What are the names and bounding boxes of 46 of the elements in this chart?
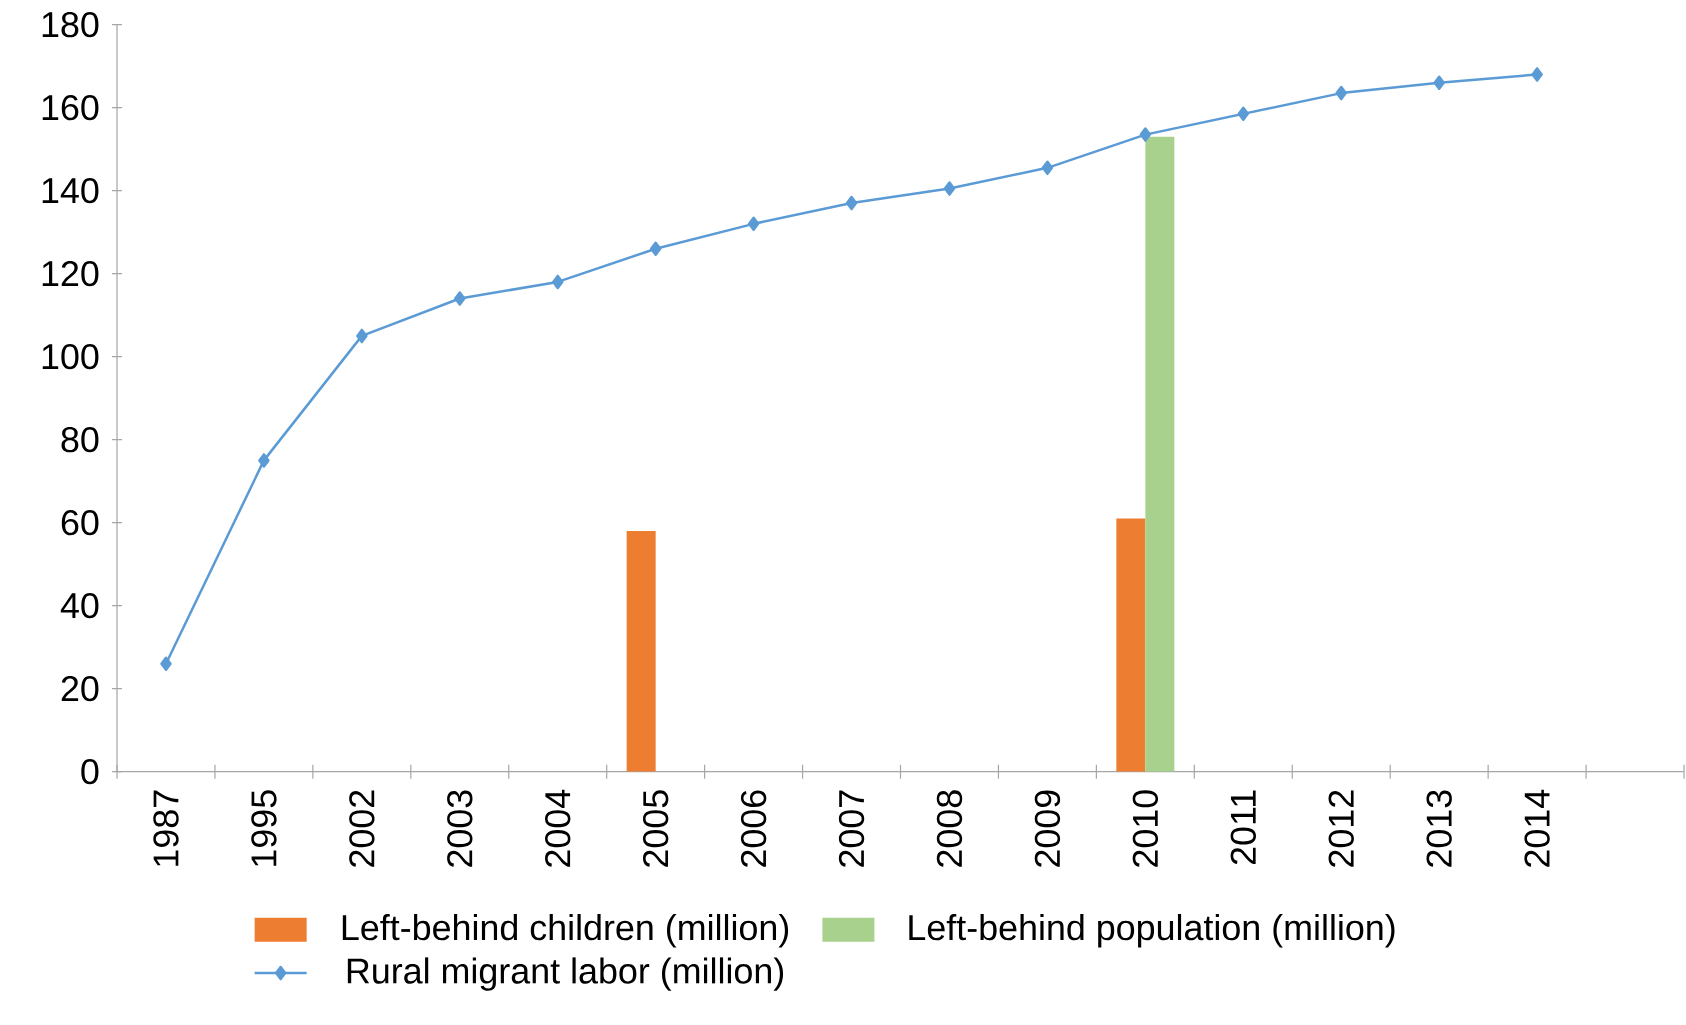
point: [1041, 160, 1054, 176]
point: [747, 216, 760, 232]
x-tick-label: 2013: [1426, 790, 1452, 867]
y-tick-label: 180: [42, 12, 99, 38]
bar: [1116, 518, 1146, 772]
point: [1237, 106, 1250, 122]
legend-label: Left-behind population (million): [909, 914, 1395, 948]
point: [1139, 127, 1152, 143]
point: [943, 181, 956, 196]
point: [356, 328, 368, 344]
x-tick-label: 2011: [1230, 790, 1256, 865]
y-tick-label: 140: [42, 178, 99, 204]
point: [454, 291, 466, 306]
x-tick-label: 2007: [838, 790, 865, 867]
point: [1433, 75, 1445, 91]
y-tick-label: 60: [61, 510, 99, 536]
point: [649, 241, 662, 257]
y-tick-label: 80: [61, 427, 99, 453]
y-tick-label: 100: [42, 344, 99, 370]
bar: [1145, 136, 1175, 772]
y-tick-label: 0: [81, 759, 99, 785]
x-tick-label: 1987: [153, 790, 179, 867]
point: [160, 656, 172, 672]
point: [1335, 86, 1347, 101]
legend-label: Left-behind children (million): [342, 914, 789, 948]
y-tick-label: 40: [60, 593, 99, 619]
point: [551, 274, 564, 290]
x-tick-label: 2012: [1328, 790, 1354, 867]
x-tick-label: 2008: [936, 790, 963, 867]
bar: [626, 531, 656, 772]
point: [845, 196, 858, 211]
y-tick-label: 20: [61, 676, 99, 702]
x-tick-label: 2004: [545, 790, 571, 867]
x-tick-label: 2009: [1034, 790, 1061, 867]
x-tick-label: 2010: [1132, 790, 1159, 867]
point: [1531, 67, 1543, 82]
point: [258, 453, 270, 468]
x-tick-label: 2002: [349, 790, 375, 867]
y-tick-label: 160: [42, 95, 99, 121]
y-tick-label: 120: [42, 261, 99, 287]
x-tick-label: 2005: [642, 790, 669, 867]
x-tick-label: 2006: [740, 790, 767, 867]
legend-label: Rural migrant labor (million): [347, 957, 784, 991]
x-tick-label: 2003: [447, 790, 473, 867]
x-tick-label: 1995: [251, 790, 277, 867]
x-tick-label: 2014: [1524, 790, 1550, 867]
